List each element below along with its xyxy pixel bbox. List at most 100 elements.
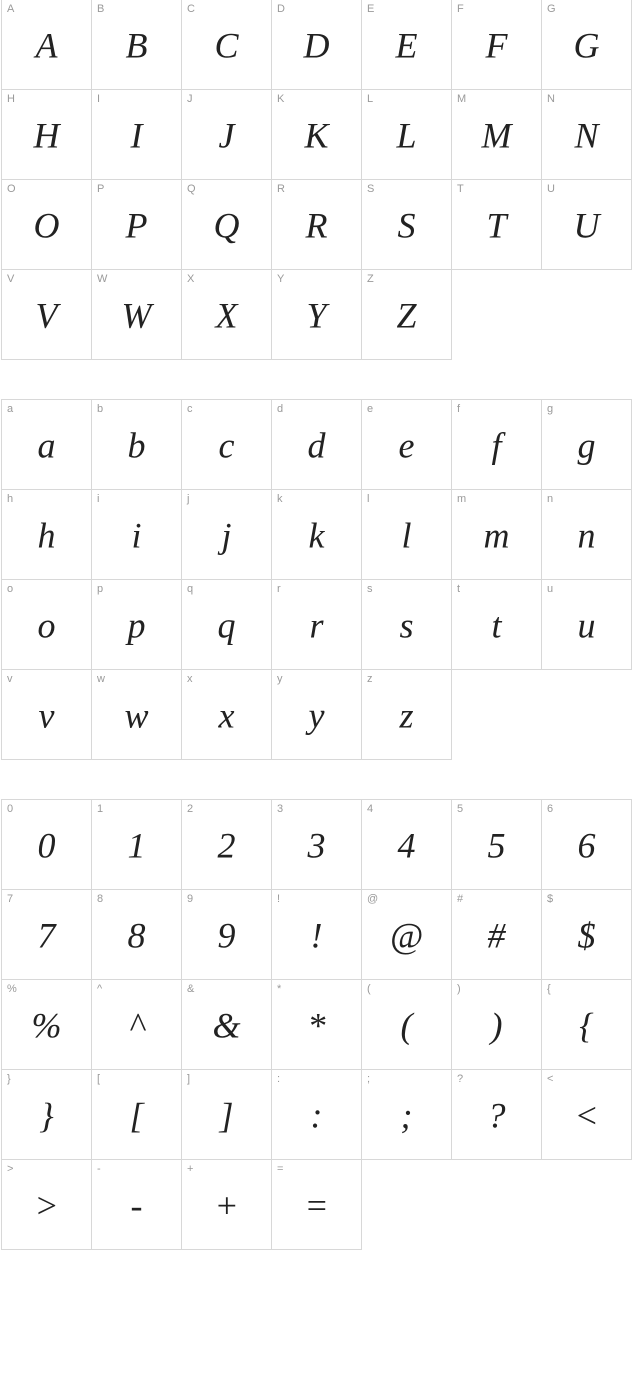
glyph-cell-glyph: E — [396, 27, 418, 63]
glyph-cell-label: q — [187, 583, 193, 595]
glyph-cell: QQ — [181, 179, 272, 270]
glyph-cell-glyph: F — [486, 27, 508, 63]
glyph-cell-label: Z — [367, 273, 374, 285]
glyph-cell-label: 5 — [457, 803, 463, 815]
glyph-cell-glyph: n — [578, 517, 596, 553]
glyph-cell-label: * — [277, 983, 281, 995]
glyph-cell-glyph: 0 — [38, 827, 56, 863]
glyph-cell: 44 — [361, 799, 452, 890]
glyph-cell-glyph: Z — [396, 297, 416, 333]
glyph-cell-label: z — [367, 673, 373, 685]
glyph-cell-glyph: ^ — [129, 1007, 144, 1043]
glyph-cell-label: 8 — [97, 893, 103, 905]
glyph-cell: CC — [181, 0, 272, 90]
glyph-cell-glyph: K — [304, 117, 328, 153]
glyph-cell-label: # — [457, 893, 463, 905]
glyph-cell-label: F — [457, 3, 464, 15]
glyph-cell-glyph: a — [38, 427, 56, 463]
glyph-cell-glyph: - — [131, 1187, 143, 1223]
glyph-cell: WW — [91, 269, 182, 360]
glyph-cell-glyph: > — [34, 1187, 58, 1223]
glyph-cell-glyph: O — [34, 207, 60, 243]
glyph-cell-label: 7 — [7, 893, 13, 905]
glyph-cell: UU — [541, 179, 632, 270]
glyph-cell: LL — [361, 89, 452, 180]
glyph-cell: }} — [1, 1069, 92, 1160]
glyph-cell-label: L — [367, 93, 373, 105]
glyph-cell-label: < — [547, 1073, 553, 1085]
glyph-cell: @@ — [361, 889, 452, 980]
glyph-cell-glyph: ) — [491, 1007, 503, 1043]
glyph-cell-label: : — [277, 1073, 280, 1085]
glyph-cell-label: W — [97, 273, 107, 285]
glyph-cell-glyph: ( — [401, 1007, 413, 1043]
glyph-cell-label: t — [457, 583, 460, 595]
glyph-cell: ss — [361, 579, 452, 670]
glyph-cell: pp — [91, 579, 182, 670]
glyph-cell-glyph: r — [309, 607, 323, 643]
glyph-cell-glyph: [ — [129, 1097, 143, 1133]
glyph-cell-glyph: d — [308, 427, 326, 463]
glyph-cell-label: ^ — [97, 983, 102, 995]
glyph-cell-glyph: G — [574, 27, 600, 63]
glyph-cell: && — [181, 979, 272, 1070]
glyph-cell-label: d — [277, 403, 283, 415]
glyph-cell: HH — [1, 89, 92, 180]
glyph-cell: RR — [271, 179, 362, 270]
glyph-cell-label: e — [367, 403, 373, 415]
glyph-cell-glyph: 4 — [398, 827, 416, 863]
glyph-cell-label: R — [277, 183, 285, 195]
glyph-cell: )) — [451, 979, 542, 1070]
glyph-cell-glyph: q — [218, 607, 236, 643]
glyph-cell-label: j — [187, 493, 189, 505]
glyph-cell-label: S — [367, 183, 374, 195]
glyph-cell: 00 — [1, 799, 92, 890]
glyph-cell-glyph: V — [36, 297, 58, 333]
glyph-cell: ++ — [181, 1159, 272, 1250]
glyph-cell: gg — [541, 399, 632, 490]
glyph-cell-glyph: & — [212, 1007, 240, 1043]
glyph-cell: rr — [271, 579, 362, 670]
glyph-cell-label: E — [367, 3, 374, 15]
glyph-cell: -- — [91, 1159, 182, 1250]
glyph-cell-glyph: P — [126, 207, 148, 243]
glyph-cell-glyph: L — [396, 117, 416, 153]
glyph-cell-glyph: H — [34, 117, 60, 153]
glyph-cell: TT — [451, 179, 542, 270]
glyph-cell: OO — [1, 179, 92, 270]
glyph-cell-glyph: x — [219, 697, 235, 733]
glyph-cell-label: V — [7, 273, 14, 285]
glyph-cell-label: T — [457, 183, 464, 195]
glyph-cell-glyph: X — [216, 297, 238, 333]
glyph-grid-uppercase: AABBCCDDEEFFGGHHIIJJKKLLMMNNOOPPQQRRSSTT… — [2, 0, 640, 360]
glyph-cell-label: 6 — [547, 803, 553, 815]
glyph-cell-label: 4 — [367, 803, 373, 815]
glyph-cell: tt — [451, 579, 542, 670]
glyph-cell-label: - — [97, 1163, 101, 1175]
glyph-cell: ]] — [181, 1069, 272, 1160]
glyph-cell: ^^ — [91, 979, 182, 1070]
glyph-cell-glyph: c — [219, 427, 235, 463]
glyph-cell-label: c — [187, 403, 193, 415]
glyph-cell: DD — [271, 0, 362, 90]
glyph-cell-label: m — [457, 493, 466, 505]
glyph-cell-glyph: m — [484, 517, 510, 553]
glyph-cell-label: g — [547, 403, 553, 415]
glyph-cell-label: = — [277, 1163, 283, 1175]
glyph-cell-label: $ — [547, 893, 553, 905]
glyph-cell-label: J — [187, 93, 193, 105]
glyph-cell-glyph: < — [574, 1097, 598, 1133]
glyph-cell-glyph: J — [219, 117, 235, 153]
glyph-cell: II — [91, 89, 182, 180]
glyph-cell-label: Y — [277, 273, 284, 285]
glyph-cell: EE — [361, 0, 452, 90]
glyph-cell: GG — [541, 0, 632, 90]
glyph-cell-glyph: 5 — [488, 827, 506, 863]
glyph-cell: ## — [451, 889, 542, 980]
glyph-cell-glyph: s — [399, 607, 413, 643]
glyph-cell-label: v — [7, 673, 13, 685]
glyph-cell-label: o — [7, 583, 13, 595]
glyph-cell-label: ? — [457, 1073, 463, 1085]
glyph-cell-glyph: 3 — [308, 827, 326, 863]
glyph-cell: %% — [1, 979, 92, 1070]
